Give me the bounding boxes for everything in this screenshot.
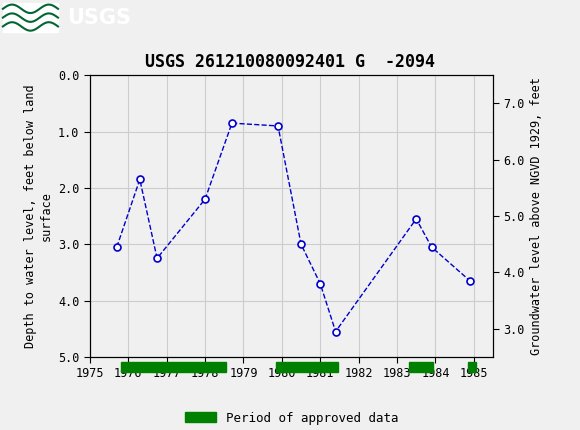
FancyBboxPatch shape bbox=[3, 3, 58, 32]
Bar bbox=[121, 362, 226, 372]
Bar bbox=[276, 362, 338, 372]
Legend: Period of approved data: Period of approved data bbox=[180, 406, 403, 430]
Text: USGS 261210080092401 G  -2094: USGS 261210080092401 G -2094 bbox=[145, 53, 435, 71]
Bar bbox=[408, 362, 433, 372]
Y-axis label: Groundwater level above NGVD 1929, feet: Groundwater level above NGVD 1929, feet bbox=[530, 77, 543, 355]
Text: USGS: USGS bbox=[67, 8, 130, 28]
Bar bbox=[468, 362, 476, 372]
Y-axis label: Depth to water level, feet below land
surface: Depth to water level, feet below land su… bbox=[24, 84, 53, 348]
